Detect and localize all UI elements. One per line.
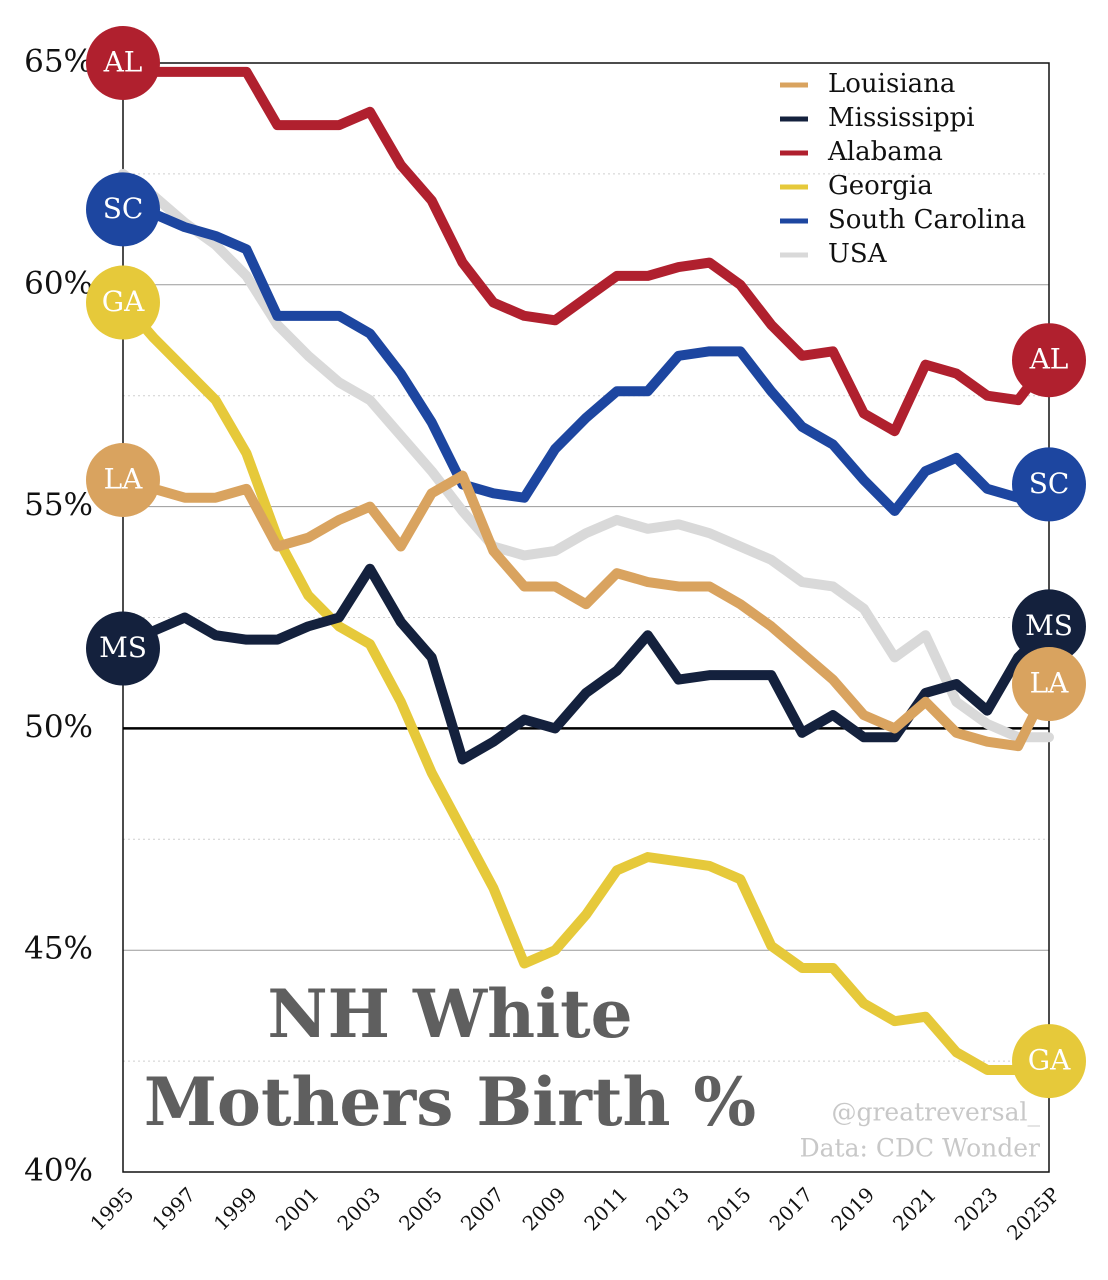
- series-line: [118, 563, 1054, 765]
- legend-label: Mississippi: [828, 103, 975, 133]
- chart-title: Mothers Birth %: [144, 1063, 756, 1141]
- legend-label: Georgia: [828, 171, 933, 201]
- series-line: [118, 204, 1054, 517]
- series-badge: [1012, 647, 1086, 722]
- legend-label: South Carolina: [828, 205, 1026, 235]
- credit: Data: CDC Wonder: [800, 1134, 1040, 1163]
- series-badge-label: SC: [103, 192, 144, 225]
- y-tick-label: 60%: [24, 265, 93, 301]
- series-badge-label: MS: [1025, 609, 1073, 642]
- series-badge: [1012, 323, 1086, 398]
- series-badge: [1012, 1024, 1086, 1099]
- x-tick-label: 1999: [209, 1182, 262, 1235]
- x-tick-label: 2007: [456, 1182, 509, 1235]
- series-badge-label: AL: [1029, 343, 1069, 376]
- series-badge-label: LA: [104, 462, 144, 495]
- series-badge: [86, 442, 160, 517]
- x-tick-label: 2015: [703, 1182, 756, 1235]
- y-tick-label: 55%: [24, 487, 93, 523]
- x-tick-label: 2013: [641, 1182, 694, 1235]
- series-line: [118, 168, 1054, 743]
- x-tick-label: 2023: [950, 1182, 1003, 1235]
- x-tick-label: 2003: [332, 1182, 385, 1235]
- series-badge: [86, 26, 160, 100]
- x-tick-label: 2001: [271, 1182, 324, 1235]
- chart-title: NH White: [267, 975, 632, 1053]
- series-badge: [1012, 447, 1086, 522]
- x-tick-label: 2025P: [1002, 1182, 1064, 1244]
- x-tick-label: 2011: [579, 1182, 632, 1235]
- series-badge-label: AL: [103, 46, 143, 79]
- series-badge: [86, 172, 160, 247]
- y-tick-label: 40%: [24, 1153, 93, 1189]
- series-line: [118, 470, 1054, 752]
- y-tick-label: 45%: [24, 931, 93, 967]
- series-badge-label: GA: [102, 285, 145, 318]
- series-badge: [86, 265, 160, 340]
- x-tick-label: 2019: [826, 1182, 879, 1235]
- legend-label: Louisiana: [828, 69, 955, 99]
- x-tick-label: 2005: [394, 1182, 447, 1235]
- x-tick-label: 2021: [888, 1182, 941, 1235]
- y-tick-label: 50%: [24, 709, 93, 745]
- legend-label: USA: [828, 239, 888, 269]
- legend-label: Alabama: [827, 137, 943, 167]
- series-badge: [86, 611, 160, 686]
- series-badge-label: MS: [99, 631, 147, 664]
- x-tick-label: 2017: [765, 1182, 818, 1235]
- series-badge-label: GA: [1028, 1044, 1071, 1077]
- credit: @greatreversal_: [831, 1098, 1040, 1127]
- series-badge-label: SC: [1029, 467, 1070, 500]
- x-tick-label: 1995: [85, 1182, 138, 1235]
- series-badge: [1012, 589, 1086, 664]
- y-tick-label: 65%: [24, 44, 93, 80]
- x-tick-label: 1997: [147, 1182, 200, 1235]
- x-tick-label: 2009: [518, 1182, 571, 1235]
- series-line: [118, 58, 1054, 437]
- series-badge-label: LA: [1030, 667, 1070, 700]
